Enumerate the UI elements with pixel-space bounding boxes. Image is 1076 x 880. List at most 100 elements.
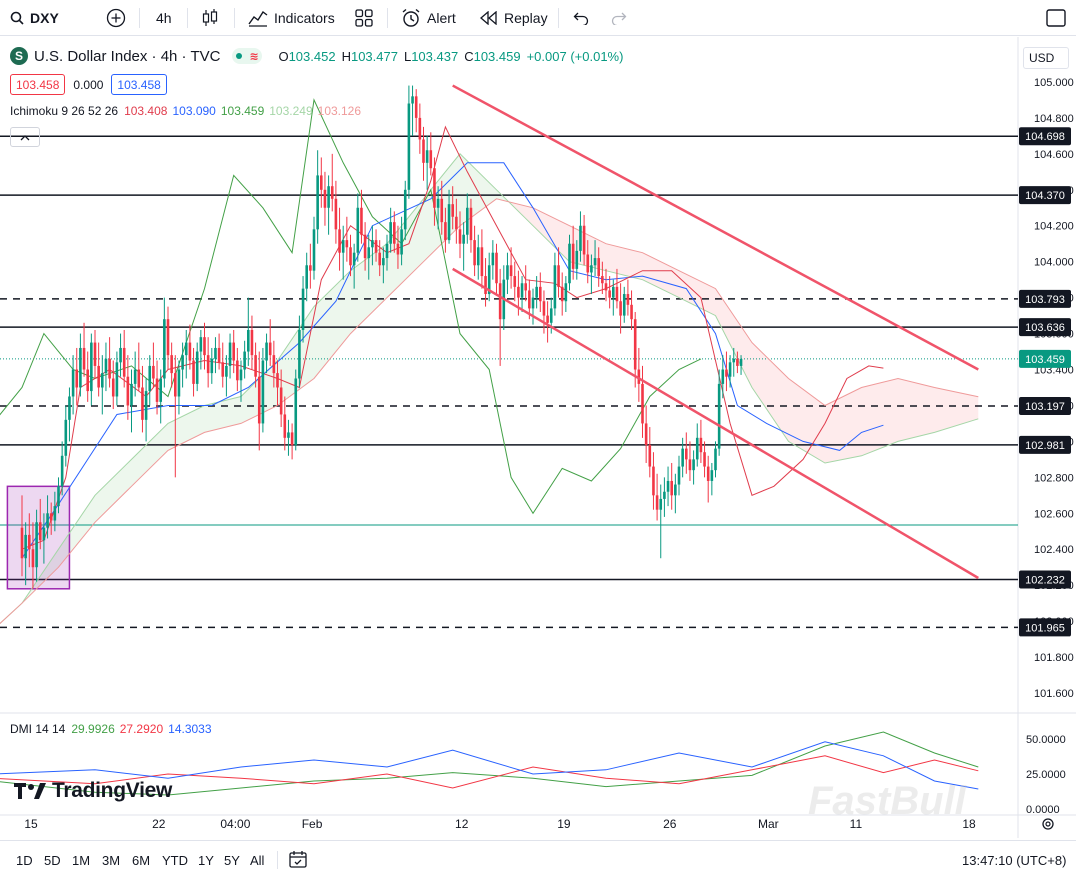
candle-body [195,351,199,384]
candle-body [692,459,695,471]
range-5d[interactable]: 5D [44,852,61,868]
candle-body [604,283,608,291]
candle-body [608,290,611,298]
candle-body [349,247,352,266]
candle-body [736,358,739,366]
layout-button[interactable] [1046,0,1066,36]
sell-price-button[interactable]: 103.458 [10,74,66,95]
replay-button[interactable]: Replay [480,0,548,36]
candle-body [476,247,480,266]
price-tick-label: 105.000 [1034,77,1074,89]
level-label-bg [1019,127,1071,146]
time-tick-label: Feb [302,817,323,831]
symbol-search[interactable]: DXY [10,0,59,36]
candle-body [447,204,451,241]
candle-body [122,347,126,377]
redo-icon [611,11,627,25]
candle-body [458,229,462,244]
chart-area[interactable]: 101.600101.800102.000102.200102.400102.6… [0,37,1076,838]
indicators-button[interactable]: Indicators [248,0,335,36]
candle-body [455,216,458,230]
candle-body [487,265,491,295]
channel-upper-line [452,84,979,371]
time-tick-label: 19 [557,817,571,831]
price-axis: 101.600101.800102.000102.200102.400102.6… [1019,77,1074,816]
price-tick-label: 104.200 [1034,221,1074,233]
candle-body [666,480,670,492]
range-5y[interactable]: 5Y [224,852,240,868]
candle-body [612,286,615,298]
candle-body [382,258,385,266]
clock-readout[interactable]: 13:47:10 (UTC+8) [962,852,1067,868]
alert-button[interactable]: Alert [401,0,456,36]
range-6m[interactable]: 6M [132,852,151,868]
collapse-legend-button[interactable] [10,127,40,147]
candle-body [279,387,283,415]
level-label-bg [1019,570,1071,589]
templates-button[interactable] [355,0,373,36]
candle-body [192,360,195,384]
last-price-label-bg [1019,349,1071,368]
candle-body [174,373,177,397]
candle-body [546,315,549,323]
rewind-icon [480,11,498,25]
candle-body [126,376,130,406]
candle-body [622,294,626,316]
range-1d[interactable]: 1D [16,852,33,868]
range-1y[interactable]: 1Y [198,852,214,868]
candle-body [732,358,736,363]
level-label: 102.232 [1025,574,1065,586]
candle-body [177,369,181,397]
range-all[interactable]: All [250,852,265,868]
chart-type-button[interactable] [201,0,219,36]
candle-body [480,247,484,277]
price-tick-label: 102.600 [1034,508,1074,520]
candle-body [378,252,381,266]
candle-body [601,276,604,284]
candle-body [184,342,188,356]
candle-body [706,466,710,481]
candle-body [82,347,86,370]
candle-body [560,286,564,302]
candle-body [141,387,144,420]
price-chart[interactable]: 101.600101.800102.000102.200102.400102.6… [0,37,1076,838]
candle-body [316,175,319,230]
candle-body [181,355,184,370]
fastbull-watermark: FastBull [808,779,966,823]
candle-body [652,466,655,496]
ichimoku-name: Ichimoku 9 26 52 26 [10,104,119,118]
last-price-label: 103.459 [1025,354,1065,366]
compare-button[interactable] [106,0,126,36]
dmi-legend[interactable]: DMI 14 14 29.9926 27.2920 14.3033 [10,722,212,736]
channel-lower-line [452,267,979,580]
plus-di-line [0,741,979,790]
candle-body [228,342,232,366]
level-label: 103.793 [1025,294,1065,306]
candle-body [389,222,392,244]
buy-price-button[interactable]: 103.458 [111,74,167,95]
currency-selector[interactable]: USD [1023,47,1069,69]
symbol-title: U.S. Dollar Index · 4h · TVC [34,47,221,65]
dmi-tick-label: 50.0000 [1026,734,1066,746]
interval-button[interactable]: 4h [156,0,172,36]
candle-body [20,527,24,559]
range-3m[interactable]: 3M [102,852,121,868]
candle-body [568,243,571,284]
redo-button[interactable] [611,0,627,36]
replay-label: Replay [504,10,548,26]
candle-body [272,355,276,374]
candle-body [345,240,349,248]
range-1m[interactable]: 1M [72,852,91,868]
time-axis: 15 22 04:00 Feb 12 19 26 Mar 11 18 [24,817,976,831]
open-value: 103.452 [288,48,336,64]
candle-body [528,290,531,309]
indicators-label: Indicators [274,10,335,26]
ichimoku-legend[interactable]: Ichimoku 9 26 52 26 103.408 103.090 103.… [10,104,361,118]
candle-body [466,207,469,235]
high-value: 103.477 [350,48,398,64]
undo-icon [573,11,589,25]
horizontal-levels [0,135,1018,629]
range-ytd[interactable]: YTD [162,852,188,868]
goto-date-button[interactable] [289,841,307,879]
undo-button[interactable] [573,0,589,36]
